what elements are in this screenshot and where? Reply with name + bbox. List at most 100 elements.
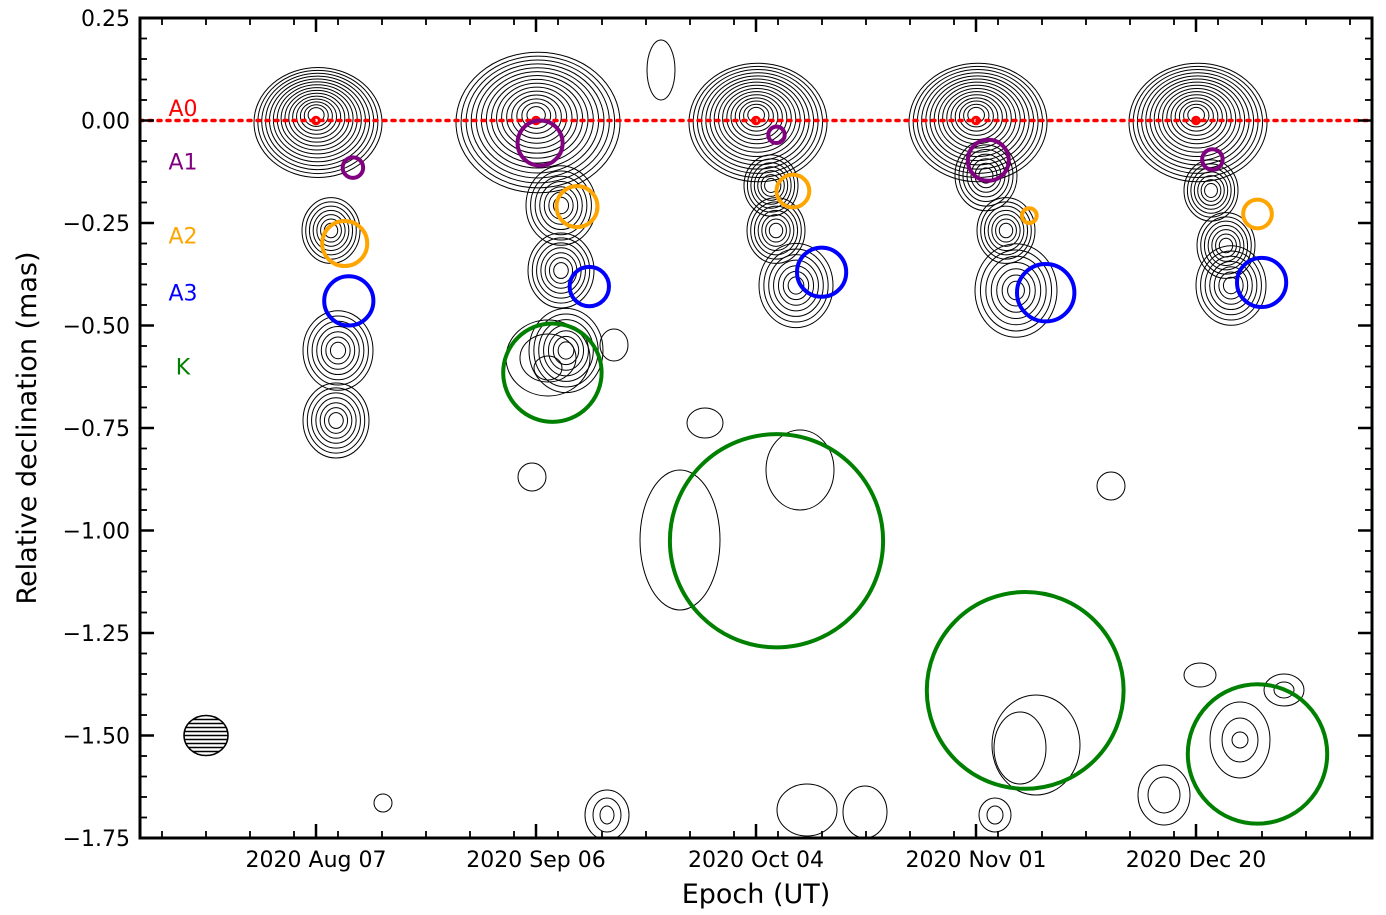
jet-contour xyxy=(763,248,829,323)
core-contour xyxy=(303,104,329,127)
extended-contour xyxy=(686,407,724,439)
core-contour xyxy=(501,86,573,149)
jet-contour xyxy=(1196,212,1256,279)
y-tick-label: −1.75 xyxy=(63,827,130,852)
component-circle-layer xyxy=(311,115,1330,826)
extended-contour xyxy=(373,793,393,813)
x-tick-label: 2020 Dec 20 xyxy=(1126,848,1267,873)
jet-contour xyxy=(765,218,787,243)
extended-contour xyxy=(519,333,577,383)
component-a3-epoch-3 xyxy=(1014,262,1077,324)
jet-contour xyxy=(557,341,575,360)
component-a0-epoch-3 xyxy=(971,115,981,126)
extended-contour xyxy=(1209,701,1271,779)
jet-contour xyxy=(1211,229,1241,262)
jet-contour xyxy=(974,243,1058,338)
x-axis-label: Epoch (UT) xyxy=(682,879,831,910)
jet-contour xyxy=(302,382,370,459)
contour-layer xyxy=(253,39,1305,838)
extended-contour xyxy=(986,805,1004,825)
jet-contour xyxy=(320,218,342,243)
core-contour xyxy=(730,94,783,141)
jet-contour xyxy=(328,412,344,429)
label-a3: A3 xyxy=(168,282,197,307)
extended-contour xyxy=(776,783,838,837)
jet-contour xyxy=(552,335,580,366)
y-tick-label: −1.25 xyxy=(63,622,130,647)
extended-contour xyxy=(639,469,721,611)
jet-contour xyxy=(302,310,374,391)
jet-contour xyxy=(980,201,1032,260)
jet-contour xyxy=(1204,255,1258,316)
jet-contour xyxy=(1193,171,1229,210)
extended-contour xyxy=(1137,764,1191,826)
y-tick-label: −1.50 xyxy=(63,725,130,750)
core-contour xyxy=(280,87,354,151)
extended-contour xyxy=(991,694,1081,796)
core-contour xyxy=(1178,100,1214,132)
jet-contour xyxy=(750,162,792,209)
y-tick-label: 0.25 xyxy=(81,7,130,32)
core-contour xyxy=(692,65,824,179)
extended-contour xyxy=(599,805,615,825)
jet-contour xyxy=(527,232,595,309)
jet-contour xyxy=(998,222,1014,239)
core-contour xyxy=(470,63,605,179)
y-tick-label: 0.00 xyxy=(81,110,130,135)
core-contour xyxy=(963,103,990,128)
component-a1-epoch-4 xyxy=(1200,147,1225,172)
label-k: K xyxy=(176,356,191,381)
component-a2-epoch-4 xyxy=(1241,197,1274,231)
jet-contour xyxy=(758,242,834,329)
jet-contour xyxy=(978,167,994,184)
jet-contour xyxy=(768,222,784,239)
core-contour xyxy=(1162,87,1232,149)
jet-contour xyxy=(1209,260,1253,311)
jet-contour xyxy=(760,174,782,197)
jet-contour xyxy=(1197,175,1225,206)
component-a1-epoch-3 xyxy=(965,137,1011,183)
component-a2-epoch-2 xyxy=(774,172,812,210)
extended-contour xyxy=(842,785,888,838)
jet-contour xyxy=(534,175,588,236)
component-a1-epoch-2 xyxy=(766,124,787,146)
extended-contour xyxy=(584,789,630,838)
jet-contour xyxy=(746,158,796,213)
core-contour xyxy=(288,92,346,143)
jet-contour xyxy=(536,242,586,299)
jet-contour xyxy=(329,341,347,360)
core-contour xyxy=(743,103,770,128)
component-k-epoch-1 xyxy=(501,321,604,424)
jet-contour xyxy=(547,330,585,371)
core-contour xyxy=(954,97,999,136)
extended-contour xyxy=(1231,731,1249,749)
jet-contour xyxy=(1195,245,1267,326)
x-axis: 2020 Aug 07 2020 Sep 06 2020 Oct 04 2020 No… xyxy=(161,18,1351,873)
extended-contour xyxy=(1221,717,1259,763)
y-tick-label: −1.00 xyxy=(63,520,130,545)
extended-contour xyxy=(765,429,835,511)
core-contour xyxy=(485,75,589,164)
extended-contour xyxy=(592,797,622,833)
jet-contour xyxy=(962,149,1010,202)
core-contour xyxy=(284,89,350,147)
beam-ellipse xyxy=(183,714,229,757)
jet-contour xyxy=(548,257,574,284)
component-a3-epoch-1 xyxy=(567,264,611,309)
core-contour xyxy=(272,81,362,159)
core-contour xyxy=(1174,97,1219,136)
extended-contour xyxy=(978,797,1012,833)
jet-contour xyxy=(1001,274,1031,307)
jet-contour xyxy=(757,170,785,201)
extended-contour xyxy=(599,328,629,362)
component-a0-epoch-0 xyxy=(311,115,321,126)
component-a1-epoch-1 xyxy=(515,118,565,168)
jet-contour xyxy=(315,397,357,444)
component-labels: A0 A1 A2 A3 K xyxy=(168,97,197,380)
jet-contour xyxy=(976,197,1036,264)
jet-contour xyxy=(323,407,349,434)
jet-contour xyxy=(753,205,799,256)
core-contour xyxy=(958,100,994,132)
core-contour xyxy=(738,100,774,132)
